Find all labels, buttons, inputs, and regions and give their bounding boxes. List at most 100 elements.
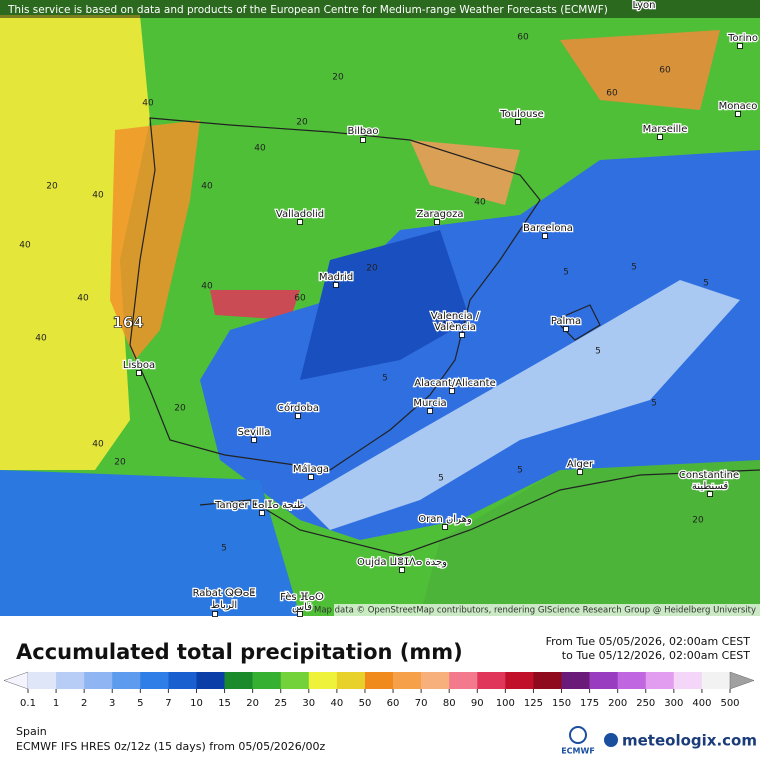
legend-tick-label: 20 [246, 698, 259, 709]
city-label: Oujda ⵡⴻⵊⴷⴰ وجدة [357, 557, 447, 568]
city-label: Rabat ⵕⴱⴰⵟ [193, 588, 256, 599]
legend-tick-label: 30 [302, 698, 315, 709]
legend-tick-label: 50 [359, 698, 372, 709]
city-marker [136, 370, 142, 376]
city-label: Lisboa [123, 360, 155, 371]
ecmwf-logo: ECMWF [561, 747, 595, 756]
legend-tick-label: 2 [81, 698, 87, 709]
legend-tick-label: 80 [443, 698, 456, 709]
contour-label: 20 [692, 516, 704, 526]
city-label: Bilbao [347, 126, 378, 137]
brand: meteologix.com [622, 732, 757, 750]
legend-swatch [280, 672, 310, 689]
city-marker [577, 469, 583, 475]
city-label: València [434, 321, 476, 333]
contour-label: 40 [474, 198, 486, 208]
contour-label: 5 [440, 318, 446, 328]
legend-swatch [589, 672, 618, 689]
legend-swatch [112, 672, 141, 689]
city-marker [427, 408, 433, 414]
city-label: Toulouse [499, 109, 543, 120]
legend-tick-label: 300 [664, 698, 683, 709]
legend-swatch [364, 672, 394, 689]
city-marker [308, 474, 314, 480]
city-label: Alacant/Alicante [414, 378, 495, 389]
contour-label: 20 [366, 264, 378, 274]
city-label: Marseille [643, 124, 688, 135]
legend-swatch [477, 672, 506, 689]
model-info: ECMWF IFS HRES 0z/12z (15 days) from 05/… [16, 740, 326, 753]
contour-label: 60 [606, 89, 618, 99]
contour-label: 20 [332, 73, 344, 83]
contour-label: 20 [114, 458, 126, 468]
legend-swatch [701, 672, 731, 689]
city-label: Valencia / [431, 311, 480, 322]
legend-swatch [224, 672, 253, 689]
contour-label: 5 [382, 374, 388, 384]
legend-tick-label: 25 [274, 698, 287, 709]
contour-label: 5 [595, 347, 601, 357]
city-label: فاس [292, 602, 312, 613]
legend-tick-label: 400 [692, 698, 711, 709]
city-marker [212, 611, 218, 617]
legend-swatch [561, 672, 590, 689]
legend-swatch [673, 672, 703, 689]
contour-label: 40 [142, 99, 154, 109]
city-label: Barcelona [523, 223, 573, 234]
max-label: 164 [112, 314, 143, 332]
legend-tick-label: 70 [415, 698, 428, 709]
city-label: Monaco [719, 101, 758, 112]
legend-tick-label: 200 [608, 698, 627, 709]
legend-title: Accumulated total precipitation (mm) [16, 640, 463, 664]
legend-swatch [617, 672, 647, 689]
legend-tick-label: 7 [165, 698, 171, 709]
city-label: Oran وهران [418, 514, 472, 525]
city-label: Sevilla [238, 427, 271, 438]
contour-label: 5 [221, 544, 227, 554]
city-label: Málaga [293, 463, 329, 475]
city-marker [295, 413, 301, 419]
legend-tick-label: 1 [53, 698, 59, 709]
contour-label: 60 [659, 66, 671, 76]
city-label: Tanger ⵟⴰⵏⵊⴰ طنجة [214, 500, 305, 511]
city-label: الرباط [211, 600, 237, 611]
legend-tick-label: 90 [471, 698, 484, 709]
legend-swatch [56, 672, 85, 689]
city-label: Torino [727, 33, 758, 44]
legend-tick-label: 175 [580, 698, 599, 709]
city-marker [707, 491, 713, 497]
legend-tick-label: 15 [218, 698, 231, 709]
legend-tick-label: 0.1 [20, 698, 36, 709]
contour-label: 5 [703, 279, 709, 289]
legend-tick-label: 40 [331, 698, 344, 709]
map: This service is based on data and produc… [0, 0, 760, 617]
map-credit: Map data © OpenStreetMap contributors, r… [314, 606, 756, 616]
legend-swatch [196, 672, 225, 689]
legend-tick-label: 500 [720, 698, 739, 709]
legend-tick-label: 125 [524, 698, 543, 709]
legend-swatch [252, 672, 282, 689]
legend-tick-label: 250 [636, 698, 655, 709]
legend-swatch [28, 672, 57, 689]
contour-label: 5 [563, 268, 569, 278]
city-label: Palma [551, 316, 581, 327]
period-to: to Tue 05/12/2026, 02:00am CEST [562, 649, 750, 662]
legend-swatch [336, 672, 366, 689]
attribution: This service is based on data and produc… [7, 4, 608, 16]
city-label: قسنطينة [692, 481, 729, 492]
city-label: Constantine [679, 470, 739, 481]
contour-label: 40 [77, 294, 89, 304]
legend-tick-label: 5 [137, 698, 143, 709]
legend-tick-label: 60 [387, 698, 400, 709]
legend-swatch [533, 672, 562, 689]
contour-label: 5 [651, 399, 657, 409]
city-marker [735, 111, 741, 117]
city-marker [515, 119, 521, 125]
city-marker [297, 219, 303, 225]
city-marker [360, 137, 366, 143]
city-label: Valladolid [276, 209, 324, 220]
contour-label: 5 [517, 466, 523, 476]
city-marker [657, 134, 663, 140]
legend-swatch [308, 672, 338, 689]
